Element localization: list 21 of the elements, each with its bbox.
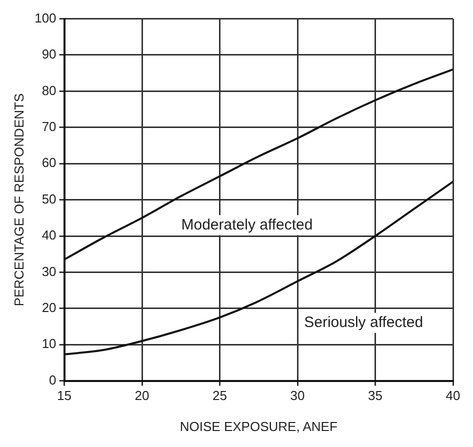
series-label: Moderately affected <box>181 216 313 234</box>
x-tick-label: 40 <box>446 388 460 404</box>
x-tick-label: 25 <box>212 388 228 404</box>
y-tick-label: 20 <box>42 300 56 315</box>
x-tick-label: 15 <box>57 388 72 404</box>
y-tick-label: 100 <box>34 10 56 26</box>
y-tick-label: 30 <box>42 264 56 279</box>
y-axis-title: PERCENTAGE OF RESPONDENTS <box>11 93 26 306</box>
x-tick-label: 20 <box>134 388 150 404</box>
x-tick-label: 35 <box>368 388 382 404</box>
y-tick-label: 60 <box>42 155 56 170</box>
y-tick-label: 0 <box>49 372 56 388</box>
x-tick-label: 30 <box>290 388 305 404</box>
y-tick-label: 80 <box>42 82 56 98</box>
y-tick-label: 40 <box>42 228 56 243</box>
y-tick-label: 50 <box>42 191 56 206</box>
y-tick-label: 10 <box>42 336 56 352</box>
y-tick-label: 70 <box>42 118 56 134</box>
x-axis-title: NOISE EXPOSURE, ANEF <box>180 418 338 434</box>
text: Seriously affected <box>304 314 424 332</box>
y-tick-label: 90 <box>42 46 56 62</box>
